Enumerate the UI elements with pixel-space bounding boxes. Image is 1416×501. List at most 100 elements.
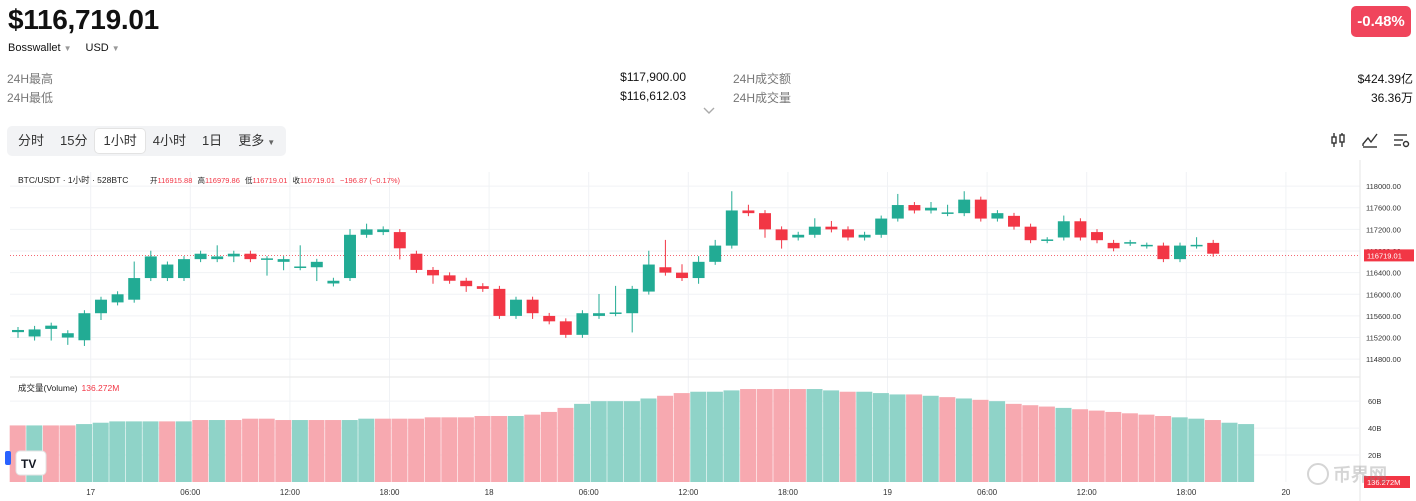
candle-body bbox=[1207, 242, 1220, 254]
tab-15m[interactable]: 15分 bbox=[60, 133, 88, 148]
volume-bar bbox=[441, 417, 458, 482]
x-tick-label: 12:00 bbox=[678, 488, 699, 497]
volume-bar bbox=[42, 425, 59, 482]
y-tick-label: 116000.00 bbox=[1366, 290, 1401, 299]
volume-bar bbox=[806, 389, 823, 482]
candle-body bbox=[493, 288, 506, 316]
candle-body bbox=[808, 226, 821, 235]
volume-bar bbox=[1121, 413, 1138, 482]
change-percent-badge: -0.48% bbox=[1351, 6, 1411, 37]
volume-bar bbox=[557, 407, 574, 482]
candle-body bbox=[842, 229, 854, 238]
y-tick-label: 114800.00 bbox=[1366, 355, 1401, 364]
candle-body bbox=[974, 199, 987, 219]
volume-bar bbox=[457, 417, 474, 482]
chart-settings-icon[interactable] bbox=[1392, 131, 1410, 149]
volume-bar bbox=[1188, 418, 1205, 482]
volume-bar bbox=[507, 415, 524, 482]
indicator-settings-icon[interactable] bbox=[1329, 131, 1347, 149]
svg-text:币界网: 币界网 bbox=[1333, 465, 1387, 485]
candle-body bbox=[626, 288, 639, 314]
currency-label: USD bbox=[85, 42, 109, 54]
volume-bar bbox=[1221, 422, 1238, 482]
candle-body bbox=[709, 245, 722, 262]
selectors: Bosswallet ▼ USD ▼ bbox=[8, 42, 120, 54]
volume-bar bbox=[607, 401, 624, 482]
volume-bar bbox=[723, 390, 740, 482]
volume-title: 成交量(Volume) 136.272M bbox=[18, 383, 119, 393]
low-value: $116,612.03 bbox=[620, 89, 686, 103]
scroll-handle[interactable] bbox=[5, 451, 11, 465]
chart-canvas[interactable]: 17 06:00 12:00 18:00 18 06:00 12:00 18:00 19 06:0… bbox=[0, 160, 1416, 501]
last-price-tag bbox=[1364, 249, 1414, 262]
volume-value: 136.272M bbox=[82, 383, 120, 393]
high-value: $117,900.00 bbox=[620, 70, 686, 84]
x-tick-label: 17 bbox=[86, 488, 95, 497]
x-tick-label: 06:00 bbox=[180, 488, 201, 497]
candle-body bbox=[593, 313, 605, 316]
expand-chevron-icon[interactable] bbox=[703, 104, 715, 116]
tab-4h[interactable]: 4小时 bbox=[152, 133, 186, 148]
candle-body bbox=[1091, 232, 1103, 241]
tab-time[interactable]: 分时 bbox=[18, 133, 45, 148]
candle-body bbox=[1157, 245, 1170, 260]
candle-body bbox=[1024, 226, 1037, 241]
candle-body bbox=[676, 272, 688, 279]
price-chart[interactable]: 17 06:00 12:00 18:00 18 06:00 12:00 18:00 19 06:0… bbox=[0, 160, 1416, 501]
candle-body bbox=[642, 264, 655, 292]
tradingview-logo[interactable]: TV bbox=[15, 450, 47, 476]
turnover-value: $424.39亿 bbox=[1357, 72, 1413, 86]
candle-body bbox=[211, 256, 224, 260]
svg-text:TV: TV bbox=[21, 457, 36, 471]
candle-body bbox=[161, 264, 174, 279]
candle-body bbox=[526, 299, 539, 314]
volume-bar bbox=[1055, 407, 1072, 482]
exchange-label: Bosswallet bbox=[8, 42, 61, 54]
volume-bar bbox=[673, 393, 690, 482]
volume-bar bbox=[1238, 424, 1255, 482]
y-tick-label: 116400.00 bbox=[1366, 269, 1401, 278]
volume-bar bbox=[872, 393, 889, 482]
candle-body bbox=[1190, 244, 1203, 247]
x-tick-label: 12:00 bbox=[1077, 488, 1098, 497]
caret-down-icon: ▼ bbox=[267, 138, 276, 147]
candle-body bbox=[1140, 244, 1153, 247]
volume-bar bbox=[258, 418, 275, 482]
x-tick-label: 18 bbox=[485, 488, 494, 497]
currency-selector[interactable]: USD ▼ bbox=[86, 42, 120, 54]
tab-1h[interactable]: 1小时 bbox=[95, 129, 145, 153]
x-tick-label: 19 bbox=[883, 488, 892, 497]
candle-body bbox=[310, 261, 323, 268]
volume-bar bbox=[1022, 405, 1039, 482]
x-tick-label: 12:00 bbox=[280, 488, 301, 497]
volume-bar bbox=[76, 424, 93, 482]
volume-bar bbox=[341, 420, 358, 482]
candle-body bbox=[327, 280, 340, 284]
volume-bar bbox=[540, 411, 557, 482]
candle-body bbox=[227, 253, 240, 257]
volume-bar bbox=[142, 421, 159, 482]
exchange-selector[interactable]: Bosswallet ▼ bbox=[8, 42, 72, 54]
vol-tick-label: 40B bbox=[1368, 424, 1381, 433]
candle-body bbox=[576, 313, 589, 335]
line-chart-icon[interactable] bbox=[1361, 131, 1379, 149]
y-tick-label: 115600.00 bbox=[1366, 312, 1401, 321]
volume-bar bbox=[1072, 409, 1089, 482]
volume-label: 24H成交量 bbox=[733, 91, 792, 105]
volume-bar bbox=[706, 391, 723, 482]
high-label: 高 bbox=[198, 175, 206, 185]
volume-bar bbox=[839, 391, 856, 482]
tab-1d[interactable]: 1日 bbox=[201, 133, 223, 148]
candle-body bbox=[1107, 242, 1120, 249]
chart-title: BTC/USDT · 1小时 · 528BTC bbox=[18, 175, 128, 185]
candle-body bbox=[908, 205, 921, 211]
candle-body bbox=[792, 234, 805, 238]
candle-body bbox=[742, 210, 755, 214]
volume-bar bbox=[823, 390, 840, 482]
vol-tick-label: 60B bbox=[1368, 397, 1381, 406]
tab-more[interactable]: 更多 ▼ bbox=[230, 129, 283, 153]
candle-body bbox=[941, 212, 954, 214]
close-label: 收 bbox=[293, 175, 301, 185]
close-value: 116719.01 bbox=[300, 176, 335, 185]
candle-body bbox=[45, 325, 58, 329]
